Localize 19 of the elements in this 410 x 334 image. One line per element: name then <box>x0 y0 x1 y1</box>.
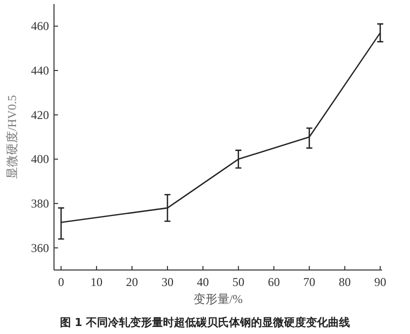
x-tick-label: 0 <box>58 275 64 289</box>
x-tick-label: 80 <box>338 275 351 289</box>
y-tick-label: 360 <box>31 240 49 255</box>
x-tick-label: 90 <box>374 275 386 289</box>
x-tick-label: 10 <box>90 275 103 289</box>
x-tick-label: 40 <box>196 275 209 289</box>
y-tick-label: 380 <box>31 196 49 210</box>
x-axis-title: 变形量/% <box>193 292 243 306</box>
x-tick-label: 60 <box>268 275 280 289</box>
y-tick-label: 420 <box>31 108 49 122</box>
text: 图 1 不同冷轧变形量时超低碳贝氏体钢的显微硬度变化曲线 <box>60 316 350 329</box>
y-tick-label: 400 <box>31 152 49 166</box>
y-tick-label: 440 <box>31 64 49 78</box>
x-tick-label: 20 <box>126 275 138 289</box>
y-axis-title: 显微硬度/HV0.5 <box>5 95 19 179</box>
x-tick-label: 30 <box>161 275 174 289</box>
x-tick-label: 50 <box>232 275 244 289</box>
x-tick-label: 70 <box>303 275 316 289</box>
y-tick-label: 460 <box>31 19 49 34</box>
